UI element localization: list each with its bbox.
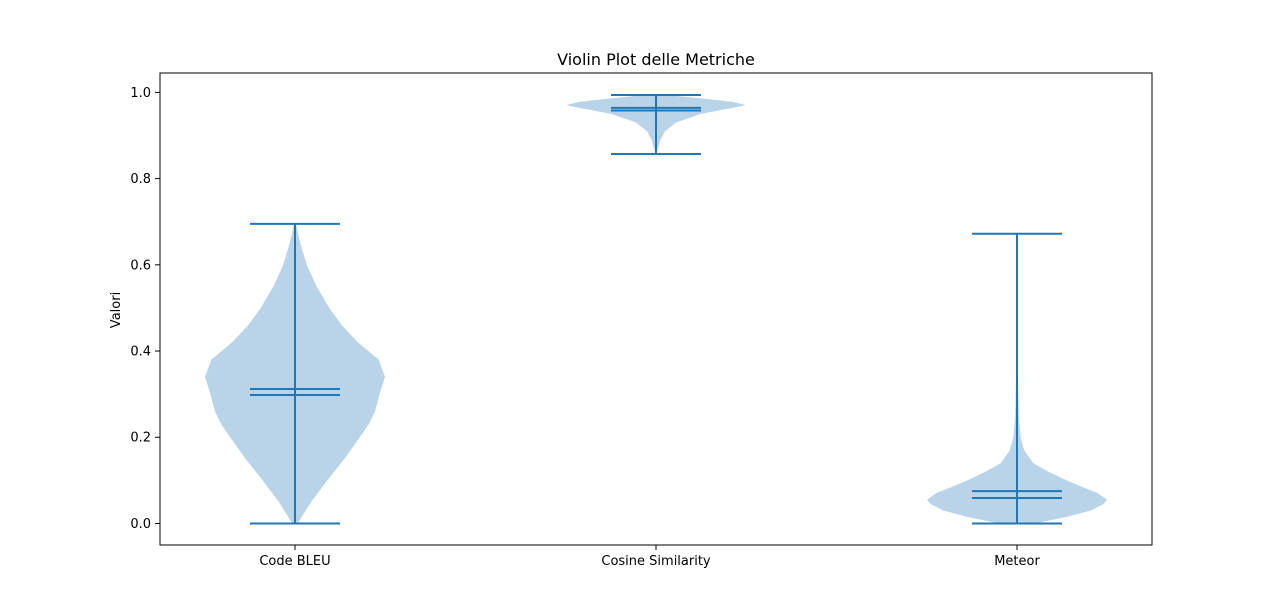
x-axis: Code BLEU Cosine Similarity Meteor (259, 545, 1040, 569)
chart-title: Violin Plot delle Metriche (557, 50, 755, 69)
x-tick-label: Code BLEU (259, 554, 330, 569)
y-axis-label: Valori (109, 292, 124, 328)
y-tick-label: 1.0 (130, 86, 151, 101)
y-tick-label: 0.4 (130, 345, 151, 360)
y-axis: 0.0 0.2 0.4 0.6 0.8 1.0 (130, 86, 160, 532)
y-tick-label: 0.6 (130, 258, 151, 273)
y-tick-label: 0.0 (130, 517, 151, 532)
y-tick-label: 0.2 (130, 431, 151, 446)
plot-frame (159, 72, 1153, 546)
x-tick-label: Cosine Similarity (601, 554, 711, 569)
x-tick-label: Meteor (994, 554, 1040, 569)
y-tick-label: 0.8 (130, 172, 151, 187)
violins-group (205, 93, 1107, 525)
